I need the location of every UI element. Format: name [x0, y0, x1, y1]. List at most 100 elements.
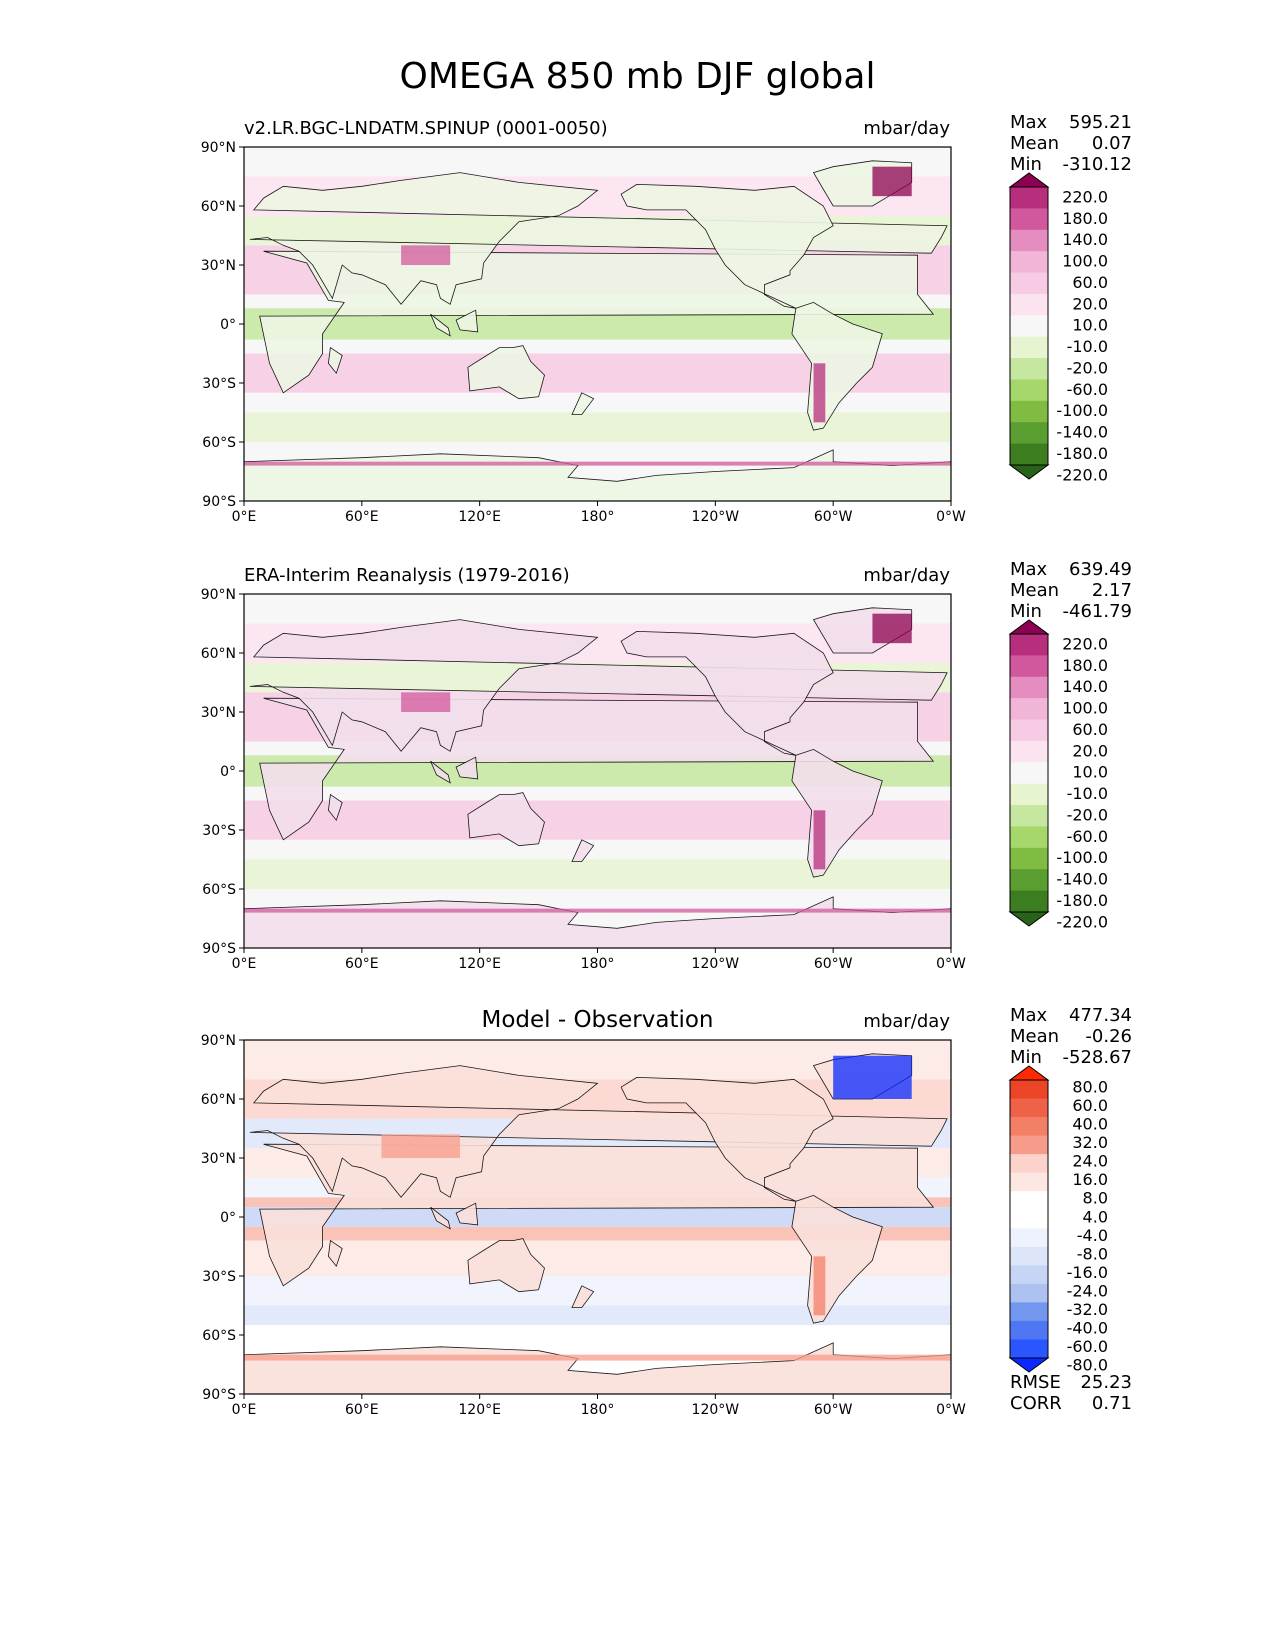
- y-tick-label: 90°S: [202, 941, 236, 957]
- colorbar-tick-label: -60.0: [1067, 380, 1108, 399]
- colorbar-segment: [1010, 1320, 1048, 1340]
- coastline: [571, 839, 595, 862]
- zonal-band: [244, 339, 951, 354]
- field-feature: [813, 363, 826, 423]
- panel-left-title: ERA-Interim Reanalysis (1979-2016): [244, 565, 570, 586]
- colorbar-tick-label: -180.0: [1056, 444, 1108, 463]
- x-tick-label: 180°: [581, 1402, 615, 1418]
- coastline: [571, 1285, 595, 1308]
- y-tick-label: 30°N: [201, 258, 236, 274]
- stat-label: Min: [1010, 154, 1042, 175]
- colorbar-extend-min: [1008, 911, 1050, 927]
- field-feature: [244, 461, 951, 466]
- colorbar-segment: [1010, 208, 1048, 231]
- colorbar-tick-label: 140.0: [1062, 230, 1108, 249]
- y-tick-label: 30°S: [202, 823, 236, 839]
- colorbar-segment: [1010, 336, 1048, 359]
- x-tick-label: 0°W: [936, 1402, 966, 1418]
- x-tick-label: 0°E: [232, 509, 257, 525]
- colorbar-segment: [1010, 783, 1048, 806]
- x-tick-label: 0°W: [936, 509, 966, 525]
- colorbar-tick-label: -180.0: [1056, 891, 1108, 910]
- y-tick-label: 60°S: [202, 1328, 236, 1344]
- colorbar-tick-label: 4.0: [1083, 1207, 1108, 1226]
- x-tick-label: 60°W: [814, 1402, 853, 1418]
- colorbar-segment: [1010, 1154, 1048, 1174]
- colorbar-segment: [1010, 698, 1048, 721]
- colorbar-tick-label: -220.0: [1056, 465, 1108, 484]
- colorbar-tick-label: 140.0: [1062, 677, 1108, 696]
- y-tick-label: 30°S: [202, 1269, 236, 1285]
- colorbar-extend-max: [1008, 619, 1050, 635]
- colorbar-tick-label: -24.0: [1067, 1281, 1108, 1300]
- colorbar-tick-label: 80.0: [1072, 1078, 1108, 1097]
- coastline: [249, 619, 948, 752]
- stat-value: 0.71: [1091, 1393, 1132, 1414]
- colorbar-tick-label: 32.0: [1072, 1133, 1108, 1152]
- colorbar-tick-label: 10.0: [1072, 763, 1108, 782]
- map-plot: 0°E 60°E 120°E 180° 120°W 60°W 0°W 90°N 60°N 30°N…: [201, 140, 1108, 525]
- stat-value: -0.26: [1085, 1026, 1132, 1047]
- stat-value: 25.23: [1080, 1372, 1132, 1393]
- colorbar-tick-label: -10.0: [1067, 784, 1108, 803]
- colorbar-tick-label: -100.0: [1056, 401, 1108, 420]
- colorbar-tick-label: -16.0: [1067, 1263, 1108, 1282]
- colorbar-segment: [1010, 1339, 1048, 1359]
- colorbar-segment: [1010, 655, 1048, 678]
- zonal-band: [244, 1207, 951, 1227]
- coastline: [327, 346, 343, 375]
- map-plot: 0°E 60°E 120°E 180° 120°W 60°W 0°W 90°N 60°N 30°N…: [201, 587, 1108, 972]
- colorbar-tick-label: -220.0: [1056, 912, 1108, 931]
- panel-model: 0°E 60°E 120°E 180° 120°W 60°W 0°W 90°N 60°N 30°N…: [0, 112, 1275, 582]
- colorbar-segment: [1010, 890, 1048, 913]
- colorbar-tick-label: 180.0: [1062, 656, 1108, 675]
- y-tick-label: 90°S: [202, 1387, 236, 1403]
- colorbar-tick-label: 24.0: [1072, 1152, 1108, 1171]
- colorbar-tick-label: 60.0: [1072, 273, 1108, 292]
- field-feature: [813, 810, 826, 870]
- y-tick-label: 30°S: [202, 376, 236, 392]
- panel-center-title: Model - Observation: [481, 1007, 714, 1033]
- coastline: [620, 1076, 834, 1202]
- panel-units: mbar/day: [863, 118, 950, 139]
- colorbar-tick-label: -60.0: [1067, 1337, 1108, 1356]
- coastline: [571, 392, 595, 415]
- zonal-band: [244, 859, 951, 889]
- stat-value: 639.49: [1069, 559, 1132, 580]
- stat-label: Max: [1010, 559, 1048, 580]
- field-feature: [813, 1256, 826, 1316]
- colorbar-segment: [1010, 1302, 1048, 1322]
- coastline: [455, 1202, 479, 1226]
- x-tick-label: 180°: [581, 509, 615, 525]
- colorbar-tick-label: -60.0: [1067, 827, 1108, 846]
- colorbar-segment: [1010, 251, 1048, 274]
- colorbar-tick-label: -20.0: [1067, 358, 1108, 377]
- colorbar-segment: [1010, 187, 1048, 209]
- colorbar-extend-min: [1008, 464, 1050, 480]
- field-feature: [244, 1354, 951, 1361]
- colorbar-segment: [1010, 358, 1048, 380]
- stat-label: Min: [1010, 1047, 1042, 1068]
- x-tick-label: 120°E: [458, 509, 501, 525]
- x-tick-label: 120°W: [692, 956, 740, 972]
- colorbar-tick-label: 180.0: [1062, 209, 1108, 228]
- y-tick-label: 0°: [220, 764, 236, 780]
- colorbar-tick-label: 8.0: [1083, 1189, 1108, 1208]
- colorbar-tick-label: -80.0: [1067, 1356, 1108, 1375]
- colorbar-segment: [1010, 869, 1048, 892]
- colorbar-tick-label: -10.0: [1067, 337, 1108, 356]
- colorbar-tick-label: -140.0: [1056, 870, 1108, 889]
- colorbar-tick-label: -20.0: [1067, 805, 1108, 824]
- y-tick-label: 30°N: [201, 1151, 236, 1167]
- panel-observation: 0°E 60°E 120°E 180° 120°W 60°W 0°W 90°N 60°N 30°N…: [0, 559, 1275, 1029]
- colorbar-frame: [1009, 633, 1049, 913]
- stat-value: 595.21: [1069, 112, 1132, 133]
- colorbar-tick-label: -32.0: [1067, 1300, 1108, 1319]
- y-tick-label: 0°: [220, 317, 236, 333]
- y-tick-label: 0°: [220, 1210, 236, 1226]
- y-tick-label: 90°N: [201, 587, 236, 603]
- coastline: [430, 313, 451, 337]
- map-field: [244, 1040, 951, 1394]
- x-tick-label: 120°E: [458, 956, 501, 972]
- field-feature: [401, 245, 451, 265]
